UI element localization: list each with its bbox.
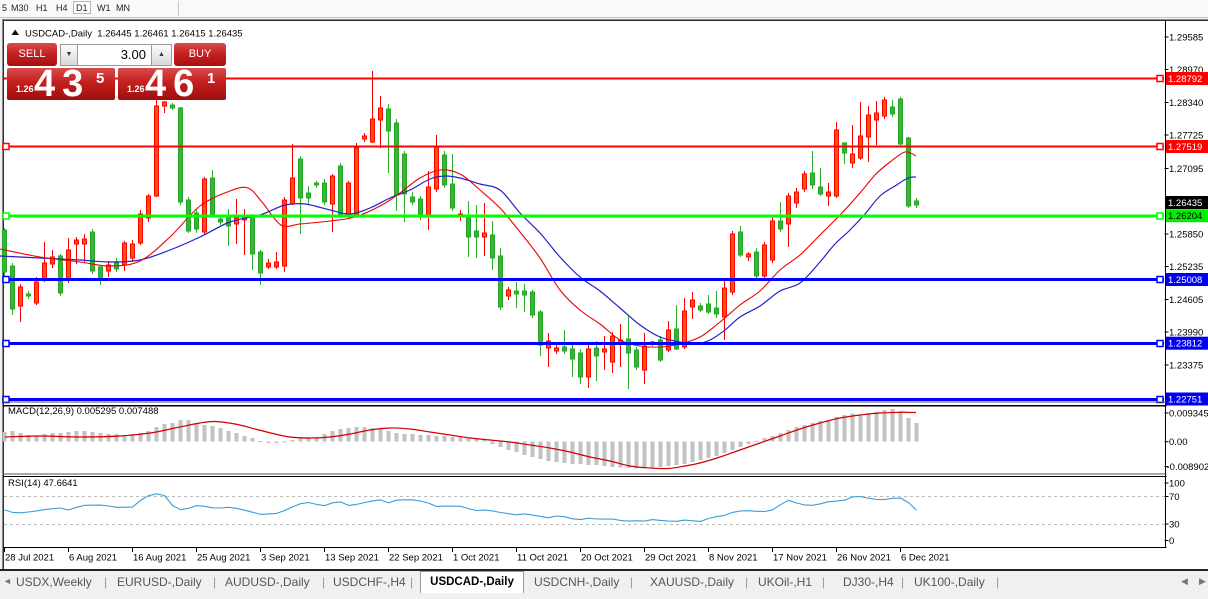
svg-text:1.26204: 1.26204 (1168, 211, 1202, 222)
svg-text:USDCAD-,Daily 1.26445 1.26461: USDCAD-,Daily 1.26445 1.26461 1.26415 1.… (25, 29, 243, 40)
svg-text:1.25235: 1.25235 (1169, 262, 1203, 273)
svg-text:1.27095: 1.27095 (1169, 164, 1203, 175)
svg-text:13 Sep 2021: 13 Sep 2021 (325, 553, 379, 564)
svg-text:6 Dec 2021: 6 Dec 2021 (901, 553, 950, 564)
svg-text:1.28792: 1.28792 (1168, 74, 1202, 85)
svg-text:26 Nov 2021: 26 Nov 2021 (837, 553, 891, 564)
svg-text:20 Oct 2021: 20 Oct 2021 (581, 553, 633, 564)
svg-text:25 Aug 2021: 25 Aug 2021 (197, 553, 250, 564)
svg-text:-0.008902: -0.008902 (1167, 462, 1208, 473)
svg-text:1 Oct 2021: 1 Oct 2021 (453, 553, 499, 564)
svg-text:0.009345: 0.009345 (1169, 409, 1208, 420)
svg-text:1.26435: 1.26435 (1168, 198, 1202, 209)
svg-text:70: 70 (1169, 492, 1180, 503)
svg-text:30: 30 (1169, 520, 1180, 531)
svg-text:22 Sep 2021: 22 Sep 2021 (389, 553, 443, 564)
svg-text:11 Oct 2021: 11 Oct 2021 (517, 553, 568, 564)
svg-text:1.28340: 1.28340 (1169, 98, 1203, 109)
svg-text:3 Sep 2021: 3 Sep 2021 (261, 553, 310, 564)
svg-text:1.27519: 1.27519 (1168, 142, 1202, 153)
svg-text:17 Nov 2021: 17 Nov 2021 (773, 553, 827, 564)
svg-text:8 Nov 2021: 8 Nov 2021 (709, 553, 758, 564)
svg-text:6 Aug 2021: 6 Aug 2021 (69, 553, 117, 564)
svg-text:RSI(14) 47.6641: RSI(14) 47.6641 (8, 478, 78, 489)
svg-text:0: 0 (1169, 536, 1174, 547)
svg-text:0.00: 0.00 (1169, 437, 1188, 448)
svg-text:MACD(12,26,9) 0.005295 0.00748: MACD(12,26,9) 0.005295 0.007488 (8, 406, 159, 417)
svg-text:29 Oct 2021: 29 Oct 2021 (645, 553, 697, 564)
svg-text:100: 100 (1169, 479, 1185, 490)
svg-text:1.23812: 1.23812 (1168, 339, 1202, 350)
svg-text:16 Aug 2021: 16 Aug 2021 (133, 553, 186, 564)
svg-text:1.24605: 1.24605 (1169, 295, 1203, 306)
svg-text:1.22751: 1.22751 (1168, 395, 1202, 406)
svg-text:1.29585: 1.29585 (1169, 33, 1203, 44)
svg-text:1.25008: 1.25008 (1168, 275, 1202, 286)
svg-text:1.25850: 1.25850 (1169, 230, 1203, 241)
svg-text:1.23375: 1.23375 (1169, 361, 1203, 372)
svg-text:1.27725: 1.27725 (1169, 131, 1203, 142)
svg-text:28 Jul 2021: 28 Jul 2021 (5, 553, 54, 564)
